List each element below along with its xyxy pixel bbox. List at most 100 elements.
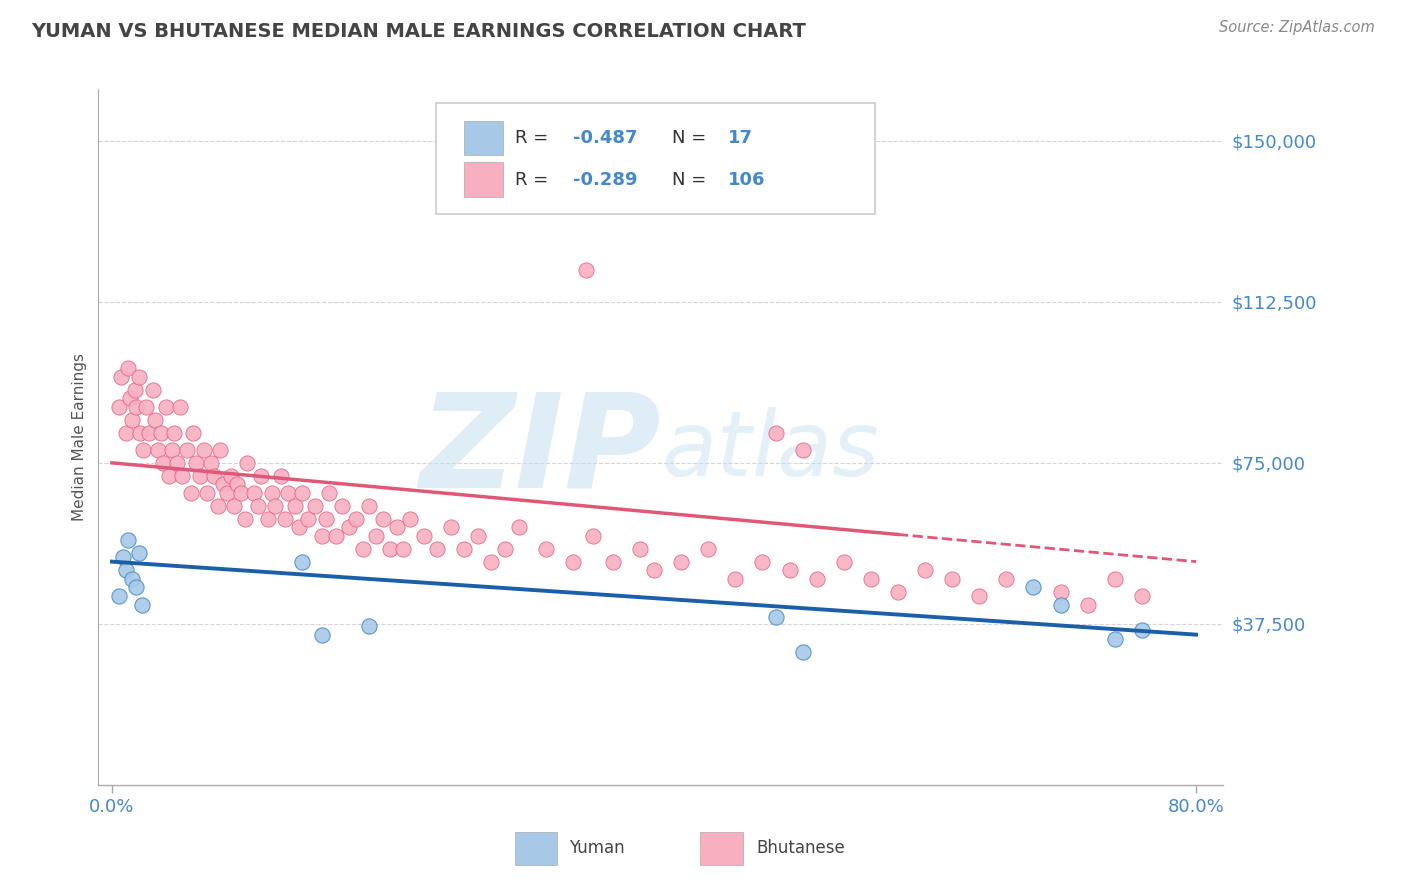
Point — [724, 572, 747, 586]
Text: Yuman: Yuman — [568, 838, 624, 856]
Point — [111, 550, 134, 565]
Text: ZIP: ZIP — [419, 387, 661, 515]
Point — [222, 499, 245, 513]
Point — [1077, 598, 1099, 612]
Y-axis label: Median Male Earnings: Median Male Earnings — [72, 353, 87, 521]
Point — [155, 400, 177, 414]
Point — [131, 598, 153, 612]
Point — [250, 468, 273, 483]
Point — [229, 486, 252, 500]
Point — [169, 400, 191, 414]
Point — [117, 533, 139, 548]
Point — [225, 477, 247, 491]
Point — [359, 499, 381, 513]
Point — [385, 520, 408, 534]
Point — [751, 555, 773, 569]
Point — [233, 511, 256, 525]
Point — [1104, 572, 1126, 586]
Point — [152, 456, 174, 470]
Point — [160, 442, 183, 457]
Point — [337, 520, 360, 534]
Point — [121, 413, 143, 427]
Point — [117, 361, 139, 376]
Point — [792, 645, 814, 659]
Point — [575, 262, 598, 277]
Point — [149, 425, 172, 440]
Point — [1049, 598, 1071, 612]
Point — [200, 456, 222, 470]
Text: -0.487: -0.487 — [574, 129, 637, 147]
Point — [995, 572, 1018, 586]
Point — [832, 555, 855, 569]
Point — [440, 520, 463, 534]
Point — [582, 529, 605, 543]
Point — [107, 400, 129, 414]
Point — [779, 563, 801, 577]
Point — [291, 555, 314, 569]
Point — [697, 541, 720, 556]
Point — [260, 486, 283, 500]
Point — [263, 499, 285, 513]
Point — [311, 627, 333, 641]
Point — [128, 546, 150, 560]
Text: R =: R = — [515, 170, 554, 188]
Point — [330, 499, 353, 513]
Point — [181, 425, 204, 440]
Point — [453, 541, 475, 556]
Point — [188, 468, 211, 483]
Point — [969, 589, 991, 603]
Point — [125, 581, 148, 595]
Point — [1049, 584, 1071, 599]
Point — [412, 529, 434, 543]
Point — [426, 541, 449, 556]
Point — [212, 477, 235, 491]
Point — [172, 468, 194, 483]
FancyBboxPatch shape — [436, 103, 875, 214]
Point — [1130, 624, 1153, 638]
Point — [508, 520, 530, 534]
Point — [304, 499, 326, 513]
Text: Source: ZipAtlas.com: Source: ZipAtlas.com — [1219, 20, 1375, 35]
Point — [359, 619, 381, 633]
Point — [1104, 632, 1126, 646]
Point — [176, 442, 198, 457]
Point — [209, 442, 232, 457]
Point — [311, 529, 333, 543]
Point — [243, 486, 266, 500]
Point — [184, 456, 207, 470]
Point — [344, 511, 367, 525]
Point — [138, 425, 160, 440]
Point — [128, 370, 150, 384]
Point — [236, 456, 259, 470]
Point — [284, 499, 307, 513]
Point — [277, 486, 299, 500]
Point — [114, 563, 136, 577]
Point — [125, 400, 148, 414]
Point — [643, 563, 665, 577]
Point — [765, 610, 787, 624]
Point — [142, 383, 165, 397]
Point — [1022, 581, 1045, 595]
Point — [806, 572, 828, 586]
Text: 17: 17 — [728, 129, 754, 147]
Text: YUMAN VS BHUTANESE MEDIAN MALE EARNINGS CORRELATION CHART: YUMAN VS BHUTANESE MEDIAN MALE EARNINGS … — [31, 22, 806, 41]
Point — [163, 425, 186, 440]
Point — [941, 572, 963, 586]
Point — [124, 383, 146, 397]
Point — [399, 511, 422, 525]
Point — [561, 555, 583, 569]
Point — [114, 425, 136, 440]
Point — [202, 468, 225, 483]
Point — [371, 511, 394, 525]
Text: R =: R = — [515, 129, 554, 147]
Point — [325, 529, 347, 543]
Point — [467, 529, 489, 543]
Bar — [464, 120, 503, 155]
Bar — [515, 831, 557, 865]
Point — [217, 486, 239, 500]
Point — [366, 529, 388, 543]
Text: -0.289: -0.289 — [574, 170, 637, 188]
Point — [630, 541, 652, 556]
Point — [534, 541, 557, 556]
Point — [157, 468, 180, 483]
